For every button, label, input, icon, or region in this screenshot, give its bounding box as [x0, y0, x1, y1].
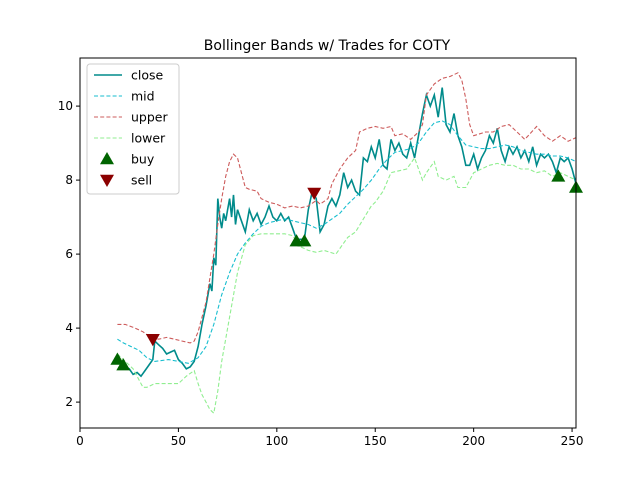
- legend-sell-swatch: [100, 174, 114, 187]
- buy-marker: [116, 358, 131, 371]
- legend-upper-label: upper: [131, 110, 168, 125]
- y-tick-label: 8: [65, 173, 73, 187]
- legend-sell-label: sell: [131, 173, 152, 188]
- y-tick-label: 2: [65, 395, 73, 409]
- series-upper-line: [117, 72, 576, 344]
- buy-marker: [110, 352, 125, 365]
- y-axis: 2 4 6 8 10: [58, 99, 80, 409]
- sell-marker: [307, 187, 322, 201]
- buy-marker: [551, 169, 566, 182]
- x-tick-label: 250: [561, 434, 584, 448]
- legend-buy-label: buy: [131, 152, 155, 167]
- plot-series: [117, 72, 576, 415]
- x-axis: 0 50 100 150 200 250: [76, 428, 584, 448]
- series-close-line: [117, 87, 576, 378]
- legend-lower-label: lower: [131, 131, 166, 146]
- plot-frame: [79, 57, 577, 429]
- y-tick-label: 10: [58, 99, 73, 113]
- series-lower-line: [117, 156, 576, 415]
- chart-title: Bollinger Bands w/ Trades for COTY: [204, 38, 451, 54]
- legend-mid-label: mid: [131, 89, 155, 104]
- x-tick-label: 100: [265, 434, 288, 448]
- legend-buy-swatch: [100, 152, 114, 165]
- sell-marker: [145, 333, 160, 347]
- series-mid-line: [117, 120, 576, 364]
- x-tick-label: 0: [76, 434, 84, 448]
- x-tick-label: 50: [171, 434, 186, 448]
- legend: close mid upper lower buy sell: [86, 63, 180, 195]
- buy-marker: [297, 234, 312, 247]
- legend-close-label: close: [131, 68, 164, 83]
- y-tick-label: 6: [65, 247, 73, 261]
- x-tick-label: 150: [364, 434, 387, 448]
- x-tick-label: 200: [462, 434, 485, 448]
- y-tick-label: 4: [65, 321, 73, 335]
